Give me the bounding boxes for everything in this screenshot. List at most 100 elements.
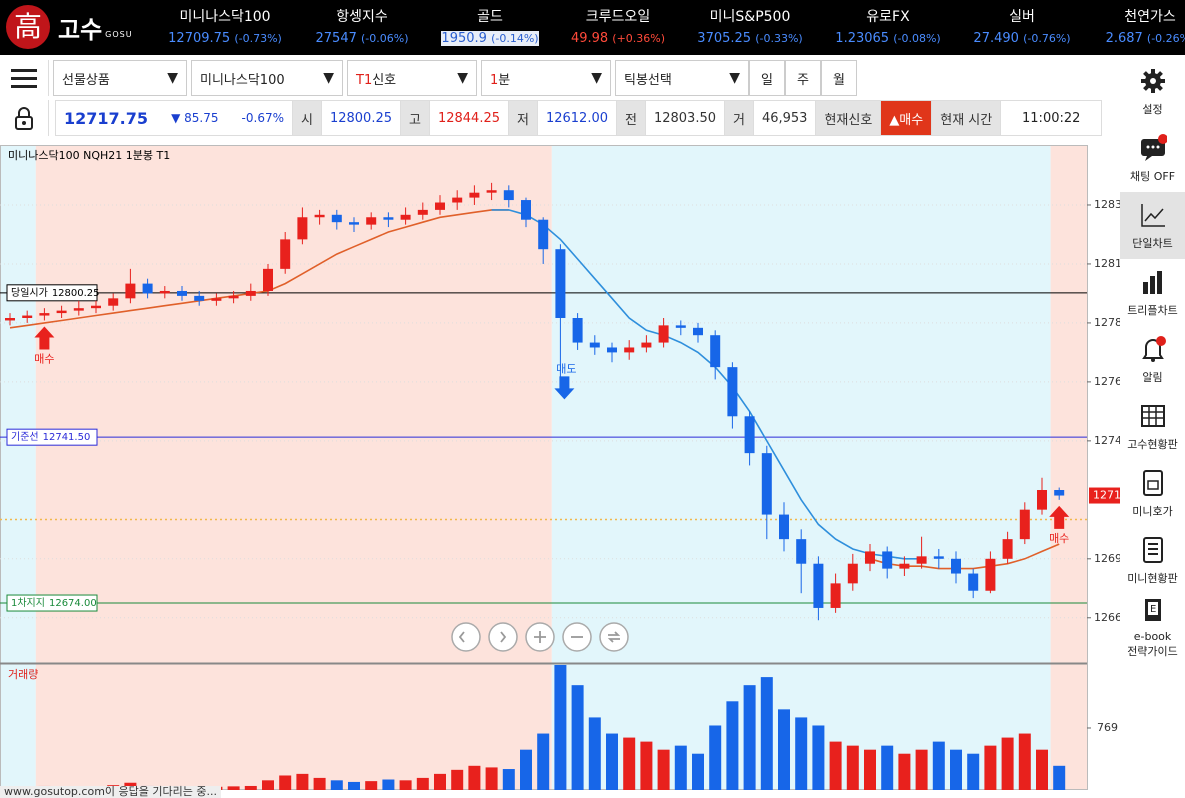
ticker-change: (-0.08%) — [893, 32, 941, 45]
ticker[interactable]: 유로FX 1.23065 (-0.08%) — [818, 6, 958, 46]
sidebar-item[interactable]: 알림 — [1120, 326, 1185, 393]
volume-bar — [520, 749, 532, 790]
volume-bar — [657, 749, 670, 790]
candle-body — [142, 283, 153, 294]
chart-nav-button[interactable] — [525, 622, 555, 652]
chart-nav-button[interactable] — [562, 622, 592, 652]
chart-nav-button[interactable] — [451, 622, 481, 652]
y-tick-label: 12668 — [1094, 611, 1120, 624]
select[interactable]: T1신호 ▼ — [347, 60, 477, 96]
candle-body — [331, 214, 342, 223]
quote-label: 저 — [509, 100, 538, 136]
ticker[interactable]: 미니S&P500 3705.25 (-0.33%) — [680, 6, 820, 46]
sidebar-item[interactable]: 채팅 OFF — [1120, 125, 1185, 192]
ticker-quote: 27547 (-0.06%) — [316, 31, 409, 46]
quote-label: 전 — [617, 100, 646, 136]
select[interactable]: 미니나스닥100 ▼ — [191, 60, 343, 96]
level-name: 기준선 — [11, 431, 39, 443]
price-change-pct: -0.67% — [241, 111, 284, 125]
volume-bar — [554, 665, 567, 790]
sidebar-item[interactable]: 단일차트 — [1120, 192, 1185, 259]
svg-text:E: E — [1150, 604, 1156, 615]
lock-button[interactable] — [0, 100, 49, 136]
select[interactable]: 선물상품 ▼ — [53, 60, 187, 96]
select-arrow: ▼ — [591, 70, 602, 86]
period-button[interactable]: 주 — [785, 60, 821, 96]
quote-bar: 12717.75 ▼ 85.75 -0.67% 시 12800.25 고 12844.… — [0, 100, 1103, 136]
volume-bar — [485, 767, 498, 790]
ticker[interactable]: 천연가스 2.687 (-0.26%) — [1080, 6, 1185, 46]
candle-body — [555, 249, 566, 318]
price-change: ▼ 85.75 — [171, 111, 219, 125]
sidebar-item[interactable]: 트리플차트 — [1120, 259, 1185, 326]
candle-body — [779, 514, 789, 540]
ticker[interactable]: 항셍지수 27547 (-0.06%) — [292, 6, 432, 46]
ticker[interactable]: 미니나스닥100 12709.75 (-0.73%) — [155, 6, 295, 46]
sidebar-icon — [1142, 469, 1163, 496]
ticker-quote: 27.490 (-0.76%) — [973, 31, 1070, 46]
sidebar-label: 미니현황판 — [1127, 571, 1178, 585]
menu-button[interactable] — [0, 60, 49, 96]
ticker-change: (+0.36%) — [612, 32, 666, 45]
volume-bar — [588, 717, 601, 790]
select[interactable]: 1분 ▼ — [481, 60, 611, 96]
sidebar-item[interactable]: 고수현황판 — [1120, 393, 1185, 460]
volume-bar — [726, 701, 739, 790]
candle-body — [159, 290, 170, 294]
candle-body — [73, 308, 84, 311]
quote-value: 12803.50 — [645, 100, 725, 136]
volume-bar — [502, 769, 515, 790]
candle-body — [211, 298, 222, 301]
sidebar-item[interactable]: 미니호가 — [1120, 460, 1185, 527]
select-arrow: ▼ — [457, 70, 468, 86]
ticker[interactable]: 골드 1950.9 (-0.14%) — [420, 6, 560, 46]
ticker-price: 2.687 — [1105, 31, 1143, 46]
volume-bar — [382, 779, 395, 790]
ticker-name: 미니나스닥100 — [179, 9, 271, 25]
ticker-value: 27.490 (-0.76%) — [952, 31, 1092, 46]
volume-bar — [1053, 765, 1066, 790]
quote-value: 46,953 — [753, 100, 817, 136]
candle-body — [727, 367, 738, 417]
chart-nav-button[interactable] — [599, 622, 629, 652]
select[interactable]: 틱봉선택 ▼ — [615, 60, 749, 96]
candle-body — [572, 318, 583, 343]
candle-body — [796, 539, 807, 564]
sidebar-item[interactable]: 미니현황판 — [1120, 527, 1185, 594]
chart-nav-button[interactable] — [488, 622, 518, 652]
y-tick-label: 12764 — [1094, 375, 1120, 388]
candle-body — [589, 342, 600, 348]
quote-label: 고 — [401, 100, 430, 136]
sidebar-item[interactable]: 설정 — [1120, 58, 1185, 125]
y-tick-label: 769 — [1097, 721, 1118, 734]
ticker-value: 49.98 (+0.36%) — [548, 31, 688, 46]
sidebar-label: 채팅 OFF — [1129, 169, 1176, 183]
period-button[interactable]: 월 — [821, 60, 857, 96]
select-label: T1신호 — [356, 69, 396, 88]
period-button[interactable]: 일 — [749, 60, 785, 96]
candle-body — [658, 325, 669, 343]
ticker[interactable]: 크루드오일 49.98 (+0.36%) — [548, 6, 688, 46]
volume-bar — [967, 753, 980, 790]
ticker-change: (-0.14%) — [491, 32, 539, 45]
volume-bar — [984, 745, 997, 790]
level-name: 당일시가 — [11, 287, 48, 299]
ticker-value: 2.687 (-0.26%) — [1080, 31, 1185, 46]
volume-bar — [434, 773, 446, 790]
price-box: 12717.75 ▼ 85.75 -0.67% — [55, 100, 293, 136]
candle-body — [349, 222, 359, 225]
candle-body — [91, 305, 101, 309]
candle-body — [538, 219, 549, 250]
logo[interactable]: 高 고수 GOSU — [6, 5, 133, 49]
candle-body — [521, 200, 531, 220]
ticker[interactable]: 실버 27.490 (-0.76%) — [952, 6, 1092, 46]
sidebar-icon — [1140, 133, 1167, 161]
select-arrow: ▼ — [323, 70, 334, 86]
ticker-price: 49.98 — [570, 31, 609, 46]
candle-body — [933, 556, 944, 559]
candle-body — [882, 551, 893, 569]
candle-body — [1054, 490, 1065, 496]
nav-icon — [607, 631, 621, 643]
